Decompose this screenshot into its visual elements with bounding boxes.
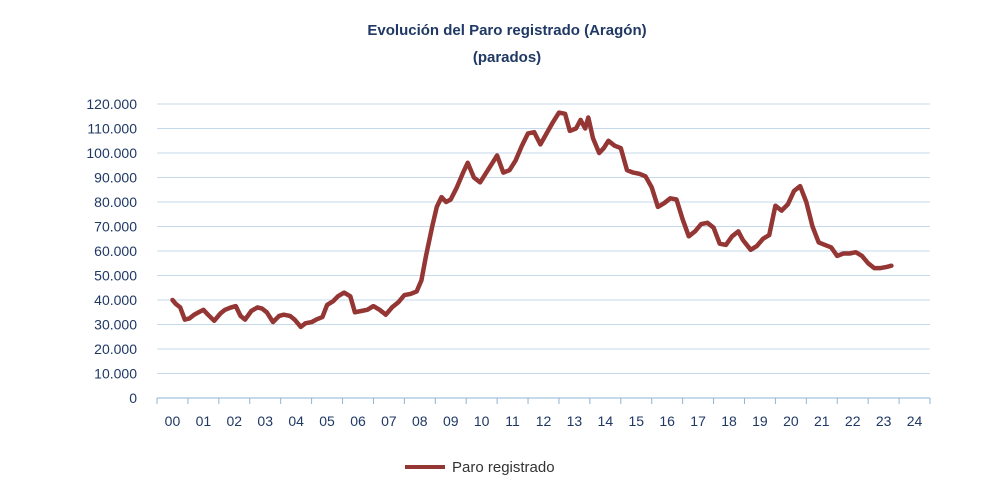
- x-tick-label: 01: [196, 413, 212, 429]
- y-tick-label: 30.000: [94, 317, 137, 333]
- y-tick-label: 110.000: [87, 121, 137, 137]
- y-tick-label: 60.000: [94, 243, 137, 259]
- x-tick-label: 02: [227, 413, 243, 429]
- x-tick-label: 16: [659, 413, 675, 429]
- y-tick-label: 100.000: [86, 145, 137, 161]
- x-tick-label: 13: [567, 413, 583, 429]
- x-tick-label: 09: [443, 413, 459, 429]
- x-axis: 00 01 02 03 04 05 06 07 08 09 10 11 12 13 14 15 16 17 18 19…: [156, 397, 931, 429]
- y-tick-label: 90.000: [94, 170, 137, 186]
- y-axis: 0 10.000 20.000 30.000 40.000 50.000 60.000 70.…: [86, 96, 137, 406]
- x-tick-label: 23: [876, 413, 892, 429]
- x-tick-label: 22: [845, 413, 861, 429]
- gridlines: [157, 103, 930, 399]
- y-tick-label: 10.000: [94, 366, 137, 382]
- y-tick-label: 20.000: [94, 341, 137, 357]
- chart-title: Evolución del Paro registrado (Aragón): [367, 22, 646, 39]
- x-tick-label: 10: [474, 413, 490, 429]
- x-tick-label: 07: [381, 413, 397, 429]
- x-tick-label: 15: [628, 413, 644, 429]
- legend-label-paro-registrado: Paro registrado: [452, 459, 555, 476]
- chart-subtitle: (parados): [473, 49, 541, 66]
- y-tick-label: 40.000: [94, 292, 137, 308]
- legend: Paro registrado: [405, 459, 555, 476]
- x-tick-label: 21: [814, 413, 830, 429]
- x-tick-label: 03: [257, 413, 273, 429]
- x-tick-label: 06: [350, 413, 366, 429]
- x-tick-label: 08: [412, 413, 428, 429]
- series-layer: [170, 110, 894, 330]
- x-tick-label: 12: [536, 413, 552, 429]
- x-tick-label: 24: [907, 413, 923, 429]
- x-tick-label: 14: [598, 413, 614, 429]
- x-tick-label: 00: [165, 413, 181, 429]
- x-tick-label: 17: [690, 413, 706, 429]
- x-tick-label: 19: [752, 413, 768, 429]
- y-tick-label: 70.000: [94, 219, 137, 235]
- y-tick-label: 120.000: [86, 96, 137, 112]
- y-tick-label: 50.000: [94, 268, 137, 284]
- x-tick-label: 05: [319, 413, 335, 429]
- series-line-paro-registrado: [170, 110, 894, 330]
- x-tick-label: 11: [505, 413, 520, 429]
- x-tick-label: 04: [288, 413, 304, 429]
- x-tick-label: 20: [783, 413, 799, 429]
- y-tick-label: 0: [129, 390, 137, 406]
- y-tick-label: 80.000: [94, 194, 137, 210]
- x-tick-label: 18: [721, 413, 737, 429]
